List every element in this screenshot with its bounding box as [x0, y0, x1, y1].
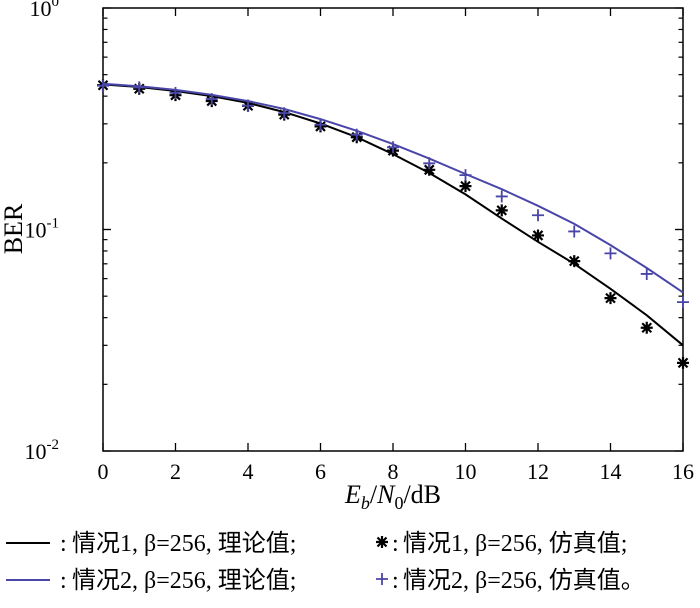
series-3-point-16: [677, 296, 689, 309]
x-tick-label-4: 8: [388, 459, 399, 484]
x-tick-label-0: 0: [98, 459, 109, 484]
x-label-sep: /: [370, 480, 378, 509]
legend-item-1-0: : 情况2, β=256, 理论值;: [6, 567, 296, 594]
legend-item-0-1: : 情况1, β=256, 仿真值;: [376, 530, 627, 557]
series-3-point-10: [459, 169, 472, 182]
series-1-point-14: [604, 292, 617, 305]
legend-swatch-0-1: [376, 536, 388, 548]
series-3-point-6: [314, 118, 327, 131]
x-tick-label-2: 4: [243, 459, 254, 484]
series-3-point-2: [169, 86, 182, 99]
x-tick-labels: 0 2 4 6 8 10 12 14 16: [98, 459, 695, 484]
y-tick-label-0: 100: [30, 0, 60, 21]
legend-item-0-0: : 情况1, β=256, 理论值;: [6, 530, 296, 557]
x-tick-label-8: 16: [672, 459, 694, 484]
series-3-point-12: [532, 209, 544, 222]
series-1-point-16: [677, 356, 689, 369]
legend-colon-0-0: :: [60, 531, 67, 557]
series-3-point-8: [387, 141, 399, 154]
x-tick-label-5: 10: [455, 459, 477, 484]
tick-marks: [102, 7, 684, 452]
series-3-point-14: [604, 247, 617, 260]
x-label-n-sub: 0: [394, 493, 403, 513]
x-tick-label-3: 6: [315, 459, 326, 484]
x-tick-label-1: 2: [170, 459, 181, 484]
legend-item-1-1: : 情况2, β=256, 仿真值。: [376, 567, 645, 594]
x-tick-label-7: 14: [600, 459, 622, 484]
legend-swatch-1-1: [376, 573, 388, 585]
legend-label-0-0: 情况1, β=256, 理论值;: [72, 530, 296, 557]
series-3-point-9: [423, 157, 436, 170]
series-3-point-0: [97, 79, 109, 92]
legend-colon-0-1: :: [392, 531, 399, 557]
series-1-point-15: [640, 321, 653, 334]
series-3-point-5: [278, 107, 291, 120]
y-tick-label-1: 10-1: [25, 216, 60, 243]
legend: : 情况1, β=256, 理论值;: 情况1, β=256, 仿真值;: 情况2, …: [6, 530, 645, 594]
x-label-n: N: [376, 480, 396, 509]
series-3-point-1: [133, 81, 146, 94]
y-tick-labels: 100 10-1 10-2: [25, 0, 60, 464]
x-axis-label: Eb/N0/dB: [344, 480, 441, 513]
legend-label-1-0: 情况2, β=256, 理论值;: [72, 567, 296, 594]
series-1-point-10: [459, 180, 472, 193]
series-3-point-7: [350, 128, 363, 141]
series-1-point-11: [495, 204, 508, 217]
series-1-point-12: [532, 229, 544, 242]
legend-label-0-1: 情况1, β=256, 仿真值;: [403, 530, 627, 557]
series-3-point-15: [640, 267, 653, 280]
series-3: [97, 79, 689, 309]
x-label-e: E: [344, 480, 361, 509]
legend-colon-1-0: :: [60, 568, 67, 594]
x-label-unit: /dB: [403, 480, 441, 509]
y-axis-label: BER: [0, 203, 28, 254]
plot-area: [102, 7, 684, 452]
series-1-point-13: [568, 255, 581, 268]
series-layer: [97, 79, 689, 369]
series-3-point-4: [242, 99, 254, 112]
x-tick-label-6: 12: [527, 459, 549, 484]
series-3-point-11: [495, 190, 508, 203]
series-1-point-9: [423, 163, 436, 176]
x-label-e-sub: b: [361, 493, 370, 513]
y-tick-label-2: 10-2: [25, 437, 60, 464]
legend-colon-1-1: :: [392, 568, 399, 594]
series-3-point-3: [205, 93, 218, 106]
legend-label-1-1: 情况2, β=256, 仿真值。: [403, 567, 645, 594]
series-3-point-13: [568, 225, 581, 238]
